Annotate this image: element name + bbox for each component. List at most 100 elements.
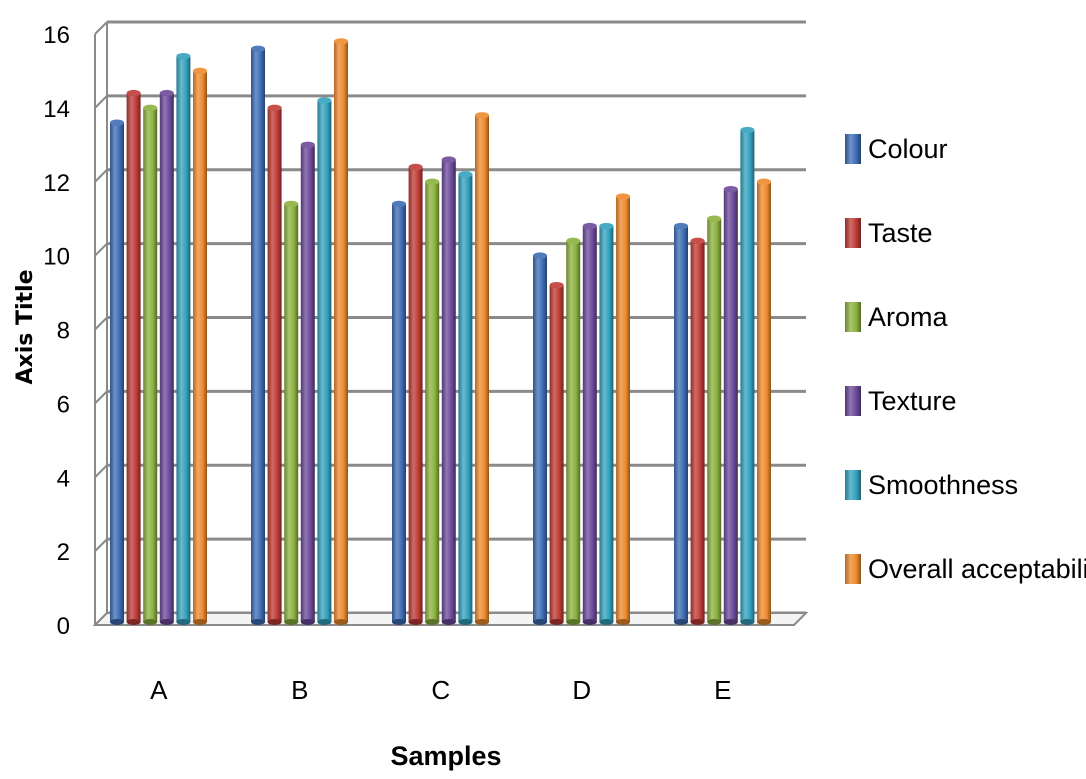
bar	[533, 252, 547, 625]
bar	[566, 237, 581, 625]
bar-base	[159, 619, 174, 625]
bar-body	[159, 93, 174, 623]
bar-cap	[251, 45, 265, 52]
bar-cap	[110, 119, 124, 126]
y-tick-label: 14	[43, 96, 70, 123]
bar-base	[425, 619, 440, 625]
bar-cap	[674, 222, 688, 230]
legend-swatch	[845, 218, 861, 248]
y-tick-labels: 0 2 4 6 8 10 12 14 16	[43, 22, 70, 640]
bar-body	[392, 203, 406, 622]
x-tick-label: A	[150, 675, 168, 705]
bar-body	[425, 181, 440, 622]
legend-label: Texture	[868, 386, 957, 416]
bar	[159, 89, 174, 625]
bar-cap	[317, 97, 332, 104]
y-tick-label: 0	[57, 613, 70, 640]
bar-cap	[707, 215, 722, 222]
legend-swatch	[845, 554, 861, 584]
bar	[723, 185, 738, 625]
bar-cap	[458, 171, 473, 178]
bar-body	[757, 181, 771, 622]
bar-body	[616, 196, 630, 622]
legend-item: Aroma	[845, 302, 949, 332]
legend-item: Texture	[845, 386, 957, 416]
bar-body	[284, 203, 299, 622]
bar-cap	[549, 281, 564, 289]
bar-cap	[143, 104, 158, 112]
bar-base	[408, 619, 423, 625]
bar-base	[475, 619, 489, 625]
bar	[582, 222, 597, 625]
bar-cap	[475, 112, 489, 119]
bar-body	[549, 285, 564, 622]
bar	[334, 38, 348, 625]
bar-base	[549, 619, 564, 625]
bar-body	[458, 174, 473, 623]
bar-body	[441, 159, 456, 622]
bar-body	[334, 41, 348, 622]
x-tick-label: C	[431, 675, 450, 705]
legend-item: Overall acceptability	[845, 554, 1086, 584]
gridline-stub	[94, 21, 108, 35]
x-tick-label: B	[291, 675, 308, 705]
bar	[757, 178, 771, 625]
bar-body	[408, 166, 423, 622]
y-tick-label: 4	[57, 465, 70, 492]
legend-label: Overall acceptability	[868, 554, 1086, 584]
y-tick-label: 6	[57, 391, 70, 418]
bar-base	[110, 619, 124, 625]
bar-cap	[392, 200, 406, 208]
bar-cap	[334, 38, 348, 45]
bar-base	[723, 619, 738, 625]
bar	[475, 112, 489, 625]
bar-body	[723, 189, 738, 622]
bar-base	[317, 619, 332, 625]
bar-base	[458, 619, 473, 625]
bar	[408, 163, 423, 625]
bar-body	[707, 218, 722, 622]
bar	[126, 89, 141, 625]
bar-cap	[582, 222, 597, 230]
bar	[392, 200, 406, 625]
bar	[690, 237, 705, 625]
y-tick-label: 8	[57, 318, 70, 345]
bar-cap	[441, 156, 456, 163]
bar-body	[126, 93, 141, 623]
bar-base	[582, 619, 597, 625]
bar-base	[441, 619, 456, 625]
y-tick-label: 16	[43, 22, 70, 49]
bar-body	[300, 144, 315, 622]
bar-cap	[425, 178, 440, 185]
legend-item: Taste	[845, 218, 933, 248]
y-tick-label: 12	[43, 170, 70, 197]
gridline-stub	[94, 464, 108, 478]
bar-body	[475, 115, 489, 622]
bar-body	[533, 255, 547, 622]
legend-swatch	[845, 386, 861, 416]
legend: Colour Taste Aroma Texture Smoothness Overall…	[845, 134, 1086, 584]
bar-cap	[757, 178, 771, 185]
bar	[251, 45, 265, 625]
x-axis-title: Samples	[390, 741, 501, 771]
bar-cap	[193, 67, 207, 75]
bar-body	[251, 48, 265, 622]
bar-cap	[284, 200, 299, 208]
gridline-stub	[94, 95, 108, 109]
bar	[707, 215, 722, 625]
bars	[110, 38, 771, 625]
bar-base	[757, 619, 771, 625]
bar-base	[690, 619, 705, 625]
bar-base	[566, 619, 581, 625]
bar-base	[126, 619, 141, 625]
bar-cap	[723, 185, 738, 193]
bar-body	[143, 107, 158, 622]
bar-cap	[176, 52, 191, 60]
bar	[740, 126, 755, 625]
bar	[284, 200, 299, 625]
bar-base	[193, 619, 207, 625]
bar-cap	[267, 104, 282, 112]
bar-base	[740, 619, 755, 625]
x-tick-labels: A B C D E	[150, 675, 731, 705]
